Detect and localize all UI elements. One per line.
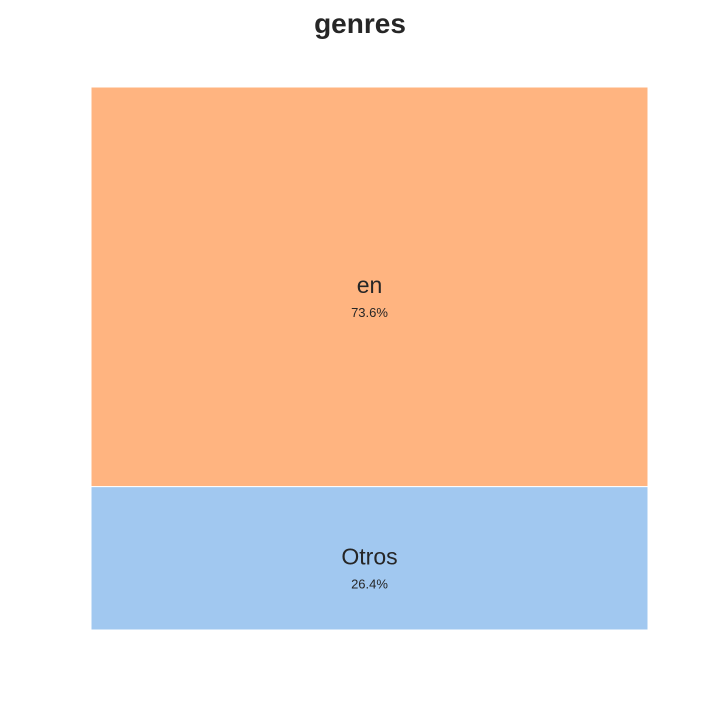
tile-en: [90, 86, 649, 488]
tile-otros: [90, 486, 649, 631]
treemap-tiles: en 73.6% Otros 26.4%: [90, 86, 649, 631]
tile-label-otros: Otros: [341, 543, 397, 569]
tile-percent-en: 73.6%: [351, 305, 388, 320]
tile-percent-otros: 26.4%: [351, 576, 388, 591]
tile-label-en: en: [357, 272, 383, 298]
chart-title: genres: [314, 8, 406, 39]
